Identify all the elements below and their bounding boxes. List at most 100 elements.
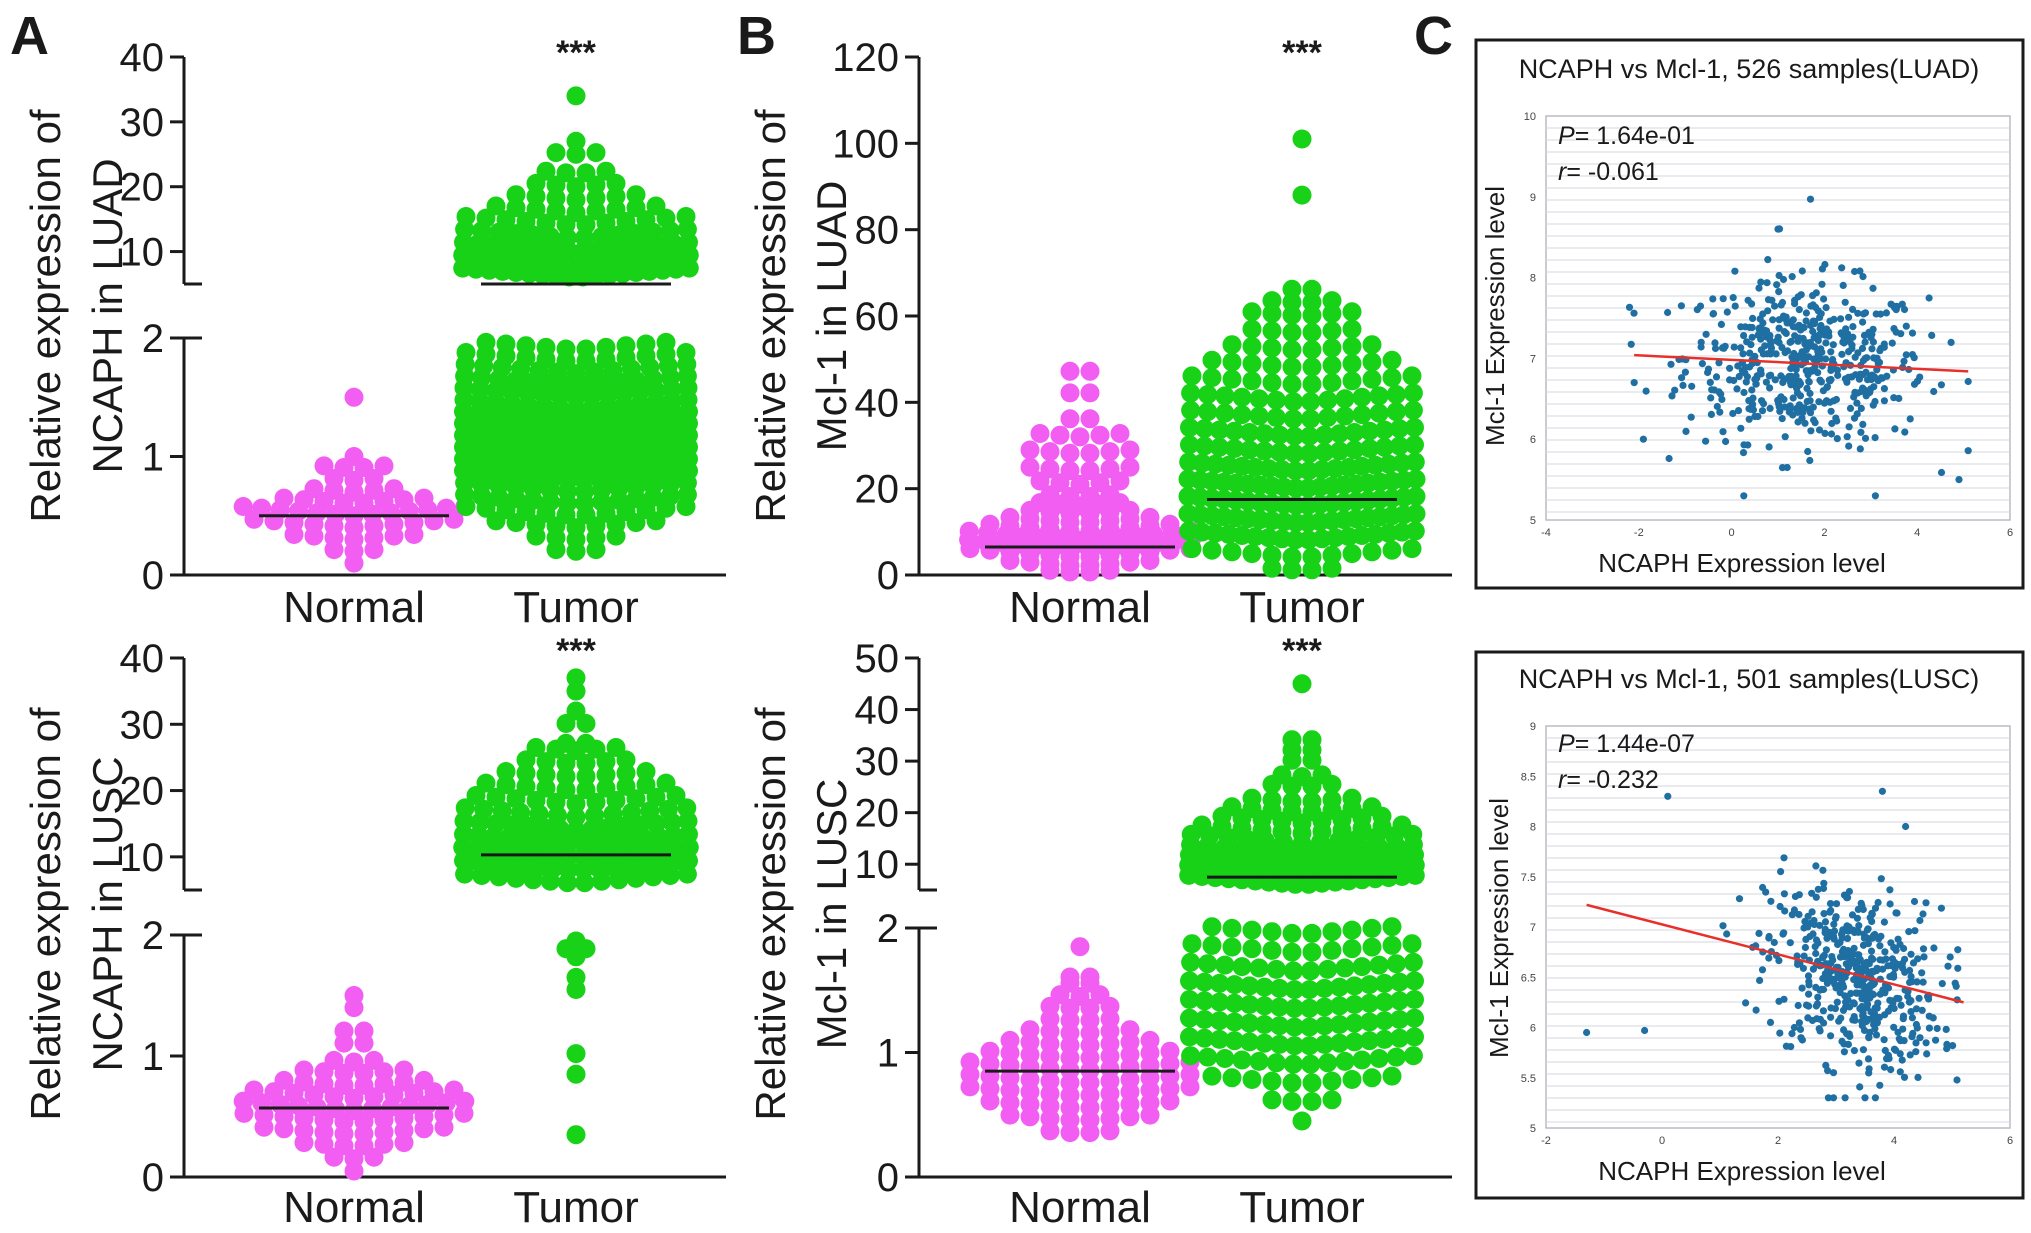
y-tick-label: 40 bbox=[855, 381, 900, 425]
tumor-point bbox=[1262, 355, 1282, 375]
sample-point bbox=[1858, 995, 1866, 1003]
tumor-point bbox=[1302, 374, 1322, 394]
sample-point bbox=[1943, 1045, 1951, 1053]
tumor-point bbox=[1362, 797, 1382, 817]
sample-point bbox=[1719, 922, 1727, 930]
sample-point bbox=[1677, 302, 1685, 310]
tumor-point bbox=[1405, 521, 1425, 541]
tumor-point bbox=[1335, 406, 1355, 426]
sample-point bbox=[1745, 397, 1753, 405]
tumor-point bbox=[1345, 995, 1364, 1014]
tumor-point bbox=[586, 143, 606, 163]
xlabel: NCAPH Expression level bbox=[1598, 548, 1886, 578]
tumor-point bbox=[1375, 1011, 1394, 1031]
tumor-point bbox=[1292, 674, 1312, 694]
sample-point bbox=[1914, 1073, 1922, 1081]
tumor-point bbox=[1255, 1015, 1274, 1034]
sample-point bbox=[1810, 916, 1818, 925]
normal-point bbox=[294, 1060, 314, 1080]
tumor-point bbox=[1180, 1027, 1199, 1047]
sample-point bbox=[1896, 940, 1904, 949]
panel-label-b: B bbox=[737, 6, 776, 66]
sample-point bbox=[1783, 317, 1791, 325]
sample-point bbox=[1780, 890, 1788, 898]
y-tick-label: 1 bbox=[142, 436, 164, 480]
sample-point bbox=[1869, 955, 1877, 963]
sample-point bbox=[1868, 1015, 1876, 1023]
tumor-point bbox=[1302, 923, 1322, 943]
tumor-point bbox=[1302, 1092, 1322, 1111]
tumor-point bbox=[1262, 940, 1282, 960]
y-tick-label: 8 bbox=[1530, 822, 1536, 834]
tumor-point bbox=[566, 518, 586, 538]
y-tick-label: 9 bbox=[1530, 721, 1536, 733]
sample-point bbox=[1916, 916, 1924, 925]
sample-point bbox=[1919, 978, 1927, 986]
sample-point bbox=[1866, 388, 1874, 396]
p-value: P= 1.64e-01 bbox=[1558, 122, 1695, 150]
normal-point bbox=[1070, 937, 1090, 957]
sample-point bbox=[1766, 336, 1774, 344]
sample-point bbox=[1812, 893, 1820, 901]
tumor-point bbox=[656, 332, 676, 352]
sample-point bbox=[1830, 935, 1838, 943]
sample-point bbox=[1851, 1016, 1859, 1024]
sample-point bbox=[1726, 364, 1734, 372]
tumor-point bbox=[1318, 959, 1338, 979]
tumor-point bbox=[1318, 1053, 1338, 1073]
tumor-point bbox=[576, 767, 596, 786]
sample-point bbox=[1947, 338, 1955, 346]
sample-point bbox=[1920, 953, 1928, 961]
normal-point bbox=[1060, 383, 1080, 403]
tumor-point bbox=[1225, 993, 1244, 1013]
tumor-point bbox=[1222, 369, 1242, 389]
tumor-point bbox=[1242, 319, 1262, 339]
tumor-point bbox=[1232, 387, 1252, 407]
tumor-point bbox=[1342, 371, 1362, 391]
sample-point bbox=[1816, 921, 1824, 930]
tumor-point bbox=[1342, 354, 1362, 374]
sample-point bbox=[1748, 402, 1756, 410]
tumor-point bbox=[1242, 788, 1262, 808]
tumor-point bbox=[1386, 1047, 1406, 1067]
tumor-point bbox=[1240, 1013, 1259, 1033]
tumor-point bbox=[1195, 991, 1214, 1011]
sample-point bbox=[1811, 355, 1819, 363]
sample-point bbox=[1839, 338, 1847, 346]
sample-point bbox=[1704, 365, 1713, 373]
sample-point bbox=[1794, 1001, 1802, 1010]
sample-point bbox=[1811, 943, 1819, 951]
sample-point bbox=[1866, 914, 1874, 922]
sample-point bbox=[1639, 435, 1647, 443]
sample-point bbox=[1859, 273, 1867, 281]
category-label-tumor: Tumor bbox=[513, 1183, 639, 1232]
sample-point bbox=[1729, 294, 1737, 302]
sample-point bbox=[1767, 897, 1775, 905]
sample-point bbox=[1776, 902, 1784, 911]
chart-c-lusc: NCAPH vs Mcl-1, 501 samples(LUSC) Mcl-1 … bbox=[1474, 650, 2025, 1200]
sample-point bbox=[1804, 923, 1812, 931]
chart-title: NCAPH vs Mcl-1, 501 samples(LUSC) bbox=[1519, 664, 1980, 694]
category-label-normal: Normal bbox=[1009, 583, 1151, 632]
tumor-point bbox=[1330, 1033, 1349, 1053]
sample-point bbox=[1838, 264, 1846, 272]
sample-point bbox=[1884, 962, 1892, 970]
tumor-point bbox=[1362, 918, 1382, 938]
tumor-point bbox=[455, 798, 475, 818]
sample-point bbox=[1893, 909, 1901, 917]
sample-point bbox=[1954, 946, 1962, 954]
tumor-point bbox=[1382, 935, 1402, 955]
tumor-point bbox=[1390, 419, 1409, 439]
normal-point bbox=[1060, 361, 1080, 381]
sample-point bbox=[1778, 415, 1786, 423]
tumor-point bbox=[1322, 940, 1342, 960]
tumor-point bbox=[1222, 542, 1242, 562]
sample-point bbox=[1918, 969, 1926, 977]
sample-point bbox=[1809, 327, 1817, 335]
tumor-point bbox=[1392, 815, 1412, 835]
sample-point bbox=[1854, 905, 1862, 914]
tumor-point bbox=[566, 364, 586, 384]
tumor-point bbox=[1322, 373, 1342, 393]
sample-point bbox=[1890, 1004, 1898, 1013]
tumor-point bbox=[1342, 336, 1362, 356]
